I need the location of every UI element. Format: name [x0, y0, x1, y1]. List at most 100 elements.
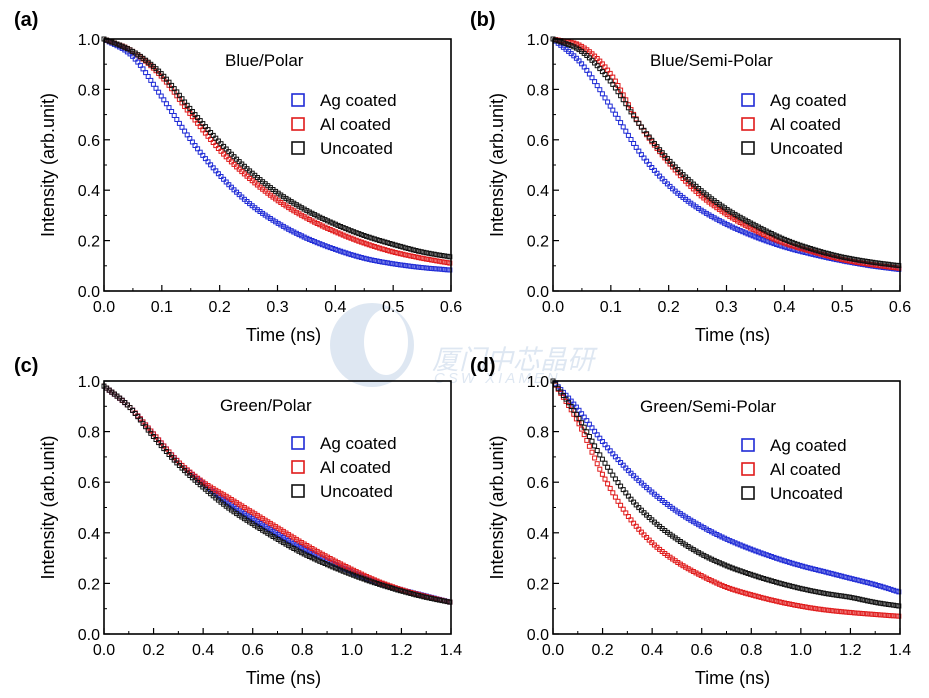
data-point: [805, 604, 811, 610]
data-point: [745, 231, 751, 237]
data-point: [197, 124, 203, 130]
data-point: [620, 97, 626, 103]
data-point: [573, 411, 579, 417]
data-point: [218, 148, 224, 154]
data-point: [132, 56, 138, 62]
data-point: [867, 611, 873, 617]
data-point: [859, 258, 865, 264]
data-point: [768, 240, 774, 246]
x-tick-label: 1.4: [889, 642, 911, 659]
data-point: [755, 594, 761, 600]
data-point: [602, 460, 608, 466]
data-point: [722, 535, 728, 541]
data-point: [169, 454, 175, 460]
x-tick-label: 0.4: [324, 299, 346, 316]
data-point: [576, 407, 582, 413]
data-point: [301, 234, 307, 240]
data-point: [148, 430, 154, 436]
data-point: [844, 574, 850, 580]
data-point: [223, 146, 229, 152]
data-point: [584, 418, 590, 424]
data-point: [332, 558, 338, 564]
data-point: [761, 232, 767, 237]
data-point: [395, 250, 401, 256]
data-point: [353, 230, 359, 236]
data-point: [865, 580, 871, 586]
data-point: [711, 215, 717, 221]
data-point: [377, 581, 383, 587]
data-point: [423, 256, 429, 262]
data-point: [332, 565, 338, 571]
data-point: [878, 600, 884, 606]
data-point: [403, 245, 409, 251]
data-point: [309, 210, 315, 216]
data-point: [377, 238, 383, 243]
data-point: [610, 81, 616, 87]
data-point: [888, 262, 894, 268]
data-point: [755, 574, 761, 580]
data-point: [623, 101, 629, 107]
data-point: [312, 239, 318, 245]
data-point: [314, 221, 320, 226]
data-point: [166, 452, 172, 457]
data-point: [615, 115, 621, 121]
data-point: [859, 611, 865, 616]
data-point: [735, 213, 741, 219]
data-point: [870, 259, 876, 265]
data-point: [309, 218, 315, 224]
x-tick-label: 1.0: [790, 642, 812, 659]
data-point: [161, 76, 167, 82]
data-point: [846, 609, 852, 615]
data-point: [722, 562, 728, 568]
data-point: [763, 552, 769, 558]
data-point: [755, 229, 761, 235]
y-tick-label: 0.6: [527, 475, 549, 492]
data-point: [335, 222, 341, 228]
data-point: [768, 597, 774, 603]
data-point: [815, 567, 821, 573]
data-point: [623, 490, 629, 496]
data-point: [416, 248, 422, 254]
data-point: [870, 599, 876, 605]
data-point: [351, 229, 357, 235]
data-point: [439, 598, 445, 604]
data-point: [810, 566, 816, 572]
data-point: [597, 452, 603, 458]
data-point: [340, 562, 346, 568]
data-point: [114, 41, 120, 47]
data-point: [774, 598, 780, 604]
series-ag: [550, 378, 902, 595]
data-point: [878, 583, 884, 589]
data-point: [150, 81, 156, 87]
data-point: [312, 219, 318, 225]
data-point: [161, 73, 167, 79]
data-point: [317, 241, 323, 247]
y-tick-label: 1.0: [527, 32, 549, 49]
data-point: [620, 124, 626, 130]
data-point: [153, 85, 159, 91]
data-point: [205, 133, 211, 139]
data-point: [813, 589, 819, 595]
data-point: [150, 434, 156, 439]
legend-label: Al coated: [770, 115, 841, 134]
panel-title: Green/Semi-Polar: [640, 397, 776, 416]
data-point: [729, 539, 735, 545]
data-point: [410, 591, 416, 597]
data-point: [184, 102, 190, 108]
data-point: [429, 596, 435, 601]
data-point: [610, 490, 616, 496]
data-point: [789, 239, 795, 245]
data-point: [306, 554, 312, 559]
data-point: [348, 571, 354, 577]
data-point: [615, 89, 621, 95]
data-point: [729, 586, 735, 592]
data-point: [815, 589, 821, 595]
data-point: [867, 580, 873, 586]
data-point: [781, 581, 787, 587]
data-point: [586, 421, 592, 427]
x-tick-label: 0.5: [831, 299, 853, 316]
data-point: [291, 546, 297, 551]
data-point: [620, 487, 626, 493]
data-point: [400, 262, 406, 268]
data-point: [854, 596, 860, 602]
